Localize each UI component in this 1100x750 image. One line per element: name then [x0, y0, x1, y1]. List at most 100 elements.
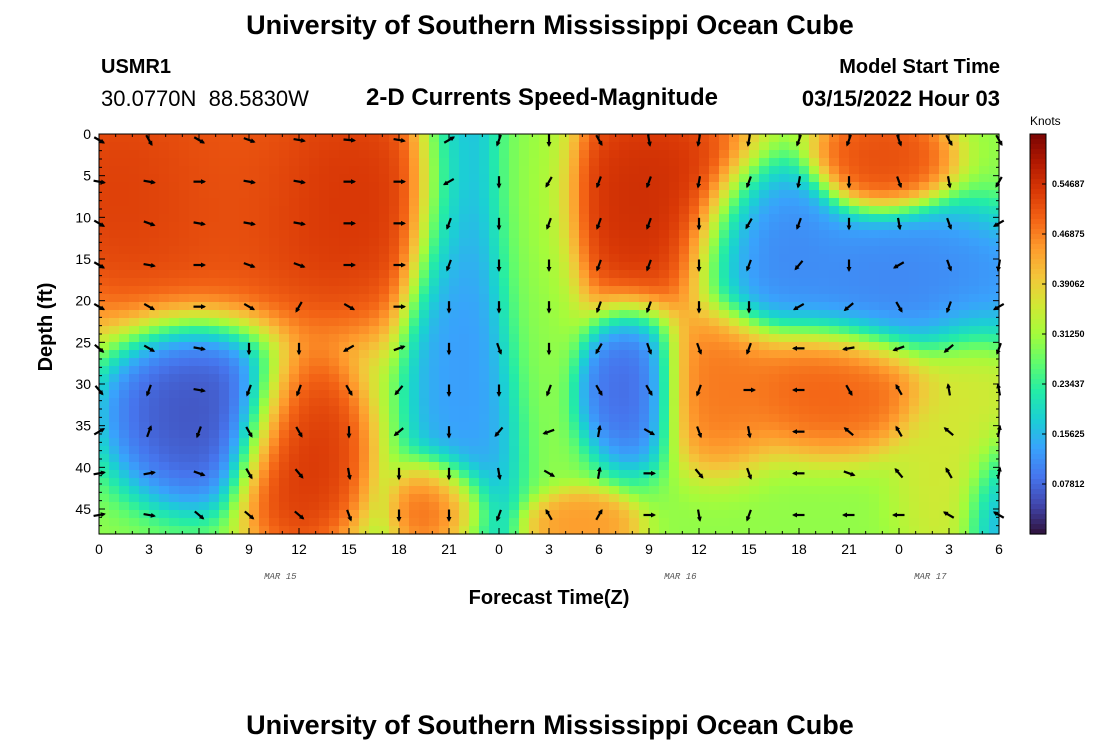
heatmap-cell — [849, 134, 860, 143]
heatmap-cell — [539, 526, 550, 535]
heatmap-cell — [719, 134, 730, 143]
heatmap-cell — [389, 518, 400, 527]
heatmap-cell — [259, 446, 270, 455]
heatmap-cell — [539, 398, 550, 407]
heatmap-cell — [549, 318, 560, 327]
heatmap-cell — [119, 454, 130, 463]
heatmap-cell — [349, 174, 360, 183]
heatmap-cell — [379, 502, 390, 511]
heatmap-cell — [989, 398, 1000, 407]
heatmap-cell — [259, 318, 270, 327]
heatmap-cell — [959, 502, 970, 511]
heatmap-cell — [319, 374, 330, 383]
heatmap-cell — [119, 310, 130, 319]
heatmap-cell — [609, 334, 620, 343]
heatmap-cell — [109, 470, 120, 479]
heatmap-cell — [439, 486, 450, 495]
heatmap-cell — [729, 406, 740, 415]
heatmap-cell — [769, 270, 780, 279]
heatmap-cell — [299, 302, 310, 311]
heatmap-cell — [289, 190, 300, 199]
heatmap-cell — [469, 350, 480, 359]
heatmap-cell — [319, 350, 330, 359]
heatmap-cell — [739, 278, 750, 287]
heatmap-cell — [729, 310, 740, 319]
heatmap-cell — [269, 350, 280, 359]
heatmap-cell — [679, 486, 690, 495]
heatmap-cell — [139, 206, 150, 215]
heatmap-cell — [249, 246, 260, 255]
heatmap-cell — [139, 150, 150, 159]
heatmap-cell — [269, 270, 280, 279]
heatmap-cell — [969, 454, 980, 463]
heatmap-cell — [899, 526, 910, 535]
heatmap-cell — [589, 486, 600, 495]
heatmap-cell — [919, 382, 930, 391]
heatmap-cell — [299, 206, 310, 215]
heatmap-cell — [869, 222, 880, 231]
heatmap-cell — [359, 430, 370, 439]
heatmap-cell — [709, 326, 720, 335]
heatmap-cell — [369, 334, 380, 343]
heatmap-cell — [829, 246, 840, 255]
heatmap-cell — [179, 454, 190, 463]
heatmap-cell — [769, 286, 780, 295]
heatmap-cell — [699, 342, 710, 351]
heatmap-cell — [719, 518, 730, 527]
heatmap-cell — [119, 302, 130, 311]
heatmap-cell — [619, 430, 630, 439]
heatmap-cell — [539, 238, 550, 247]
heatmap-cell — [609, 342, 620, 351]
heatmap-cell — [199, 486, 210, 495]
heatmap-cell — [159, 414, 170, 423]
heatmap-cell — [529, 406, 540, 415]
current-arrow — [496, 342, 503, 355]
heatmap-cell — [729, 382, 740, 391]
heatmap-cell — [839, 462, 850, 471]
heatmap-cell — [379, 318, 390, 327]
current-arrow — [695, 384, 702, 397]
heatmap-cell — [529, 494, 540, 503]
heatmap-cell — [419, 510, 430, 519]
heatmap-cell — [919, 198, 930, 207]
heatmap-cell — [869, 470, 880, 479]
heatmap-cell — [519, 206, 530, 215]
heatmap-cell — [669, 342, 680, 351]
heatmap-cell — [899, 230, 910, 239]
heatmap-cell — [309, 494, 320, 503]
heatmap-cell — [789, 438, 800, 447]
heatmap-cell — [309, 150, 320, 159]
heatmap-cell — [599, 246, 610, 255]
heatmap-cell — [619, 494, 630, 503]
heatmap-cell — [429, 222, 440, 231]
heatmap-cell — [789, 158, 800, 167]
heatmap-cell — [539, 270, 550, 279]
heatmap-cell — [649, 238, 660, 247]
heatmap-cell — [169, 398, 180, 407]
heatmap-cell — [169, 502, 180, 511]
heatmap-cell — [519, 310, 530, 319]
heatmap-cell — [339, 502, 350, 511]
heatmap-cell — [269, 446, 280, 455]
heatmap-cell — [139, 518, 150, 527]
heatmap-cell — [129, 454, 140, 463]
heatmap-cell — [779, 190, 790, 199]
heatmap-cell — [779, 422, 790, 431]
current-arrow — [545, 508, 553, 521]
heatmap-cell — [739, 326, 750, 335]
heatmap-cell — [309, 238, 320, 247]
heatmap-cell — [519, 262, 530, 271]
heatmap-cell — [319, 438, 330, 447]
heatmap-cell — [629, 158, 640, 167]
heatmap-cell — [719, 414, 730, 423]
heatmap-cell — [259, 294, 270, 303]
heatmap-cell — [849, 230, 860, 239]
heatmap-cell — [359, 230, 370, 239]
heatmap-cell — [179, 246, 190, 255]
heatmap-cell — [489, 518, 500, 527]
heatmap-cell — [879, 406, 890, 415]
heatmap-cell — [649, 382, 660, 391]
heatmap-cell — [329, 510, 340, 519]
heatmap-cell — [289, 326, 300, 335]
heatmap-cell — [949, 334, 960, 343]
